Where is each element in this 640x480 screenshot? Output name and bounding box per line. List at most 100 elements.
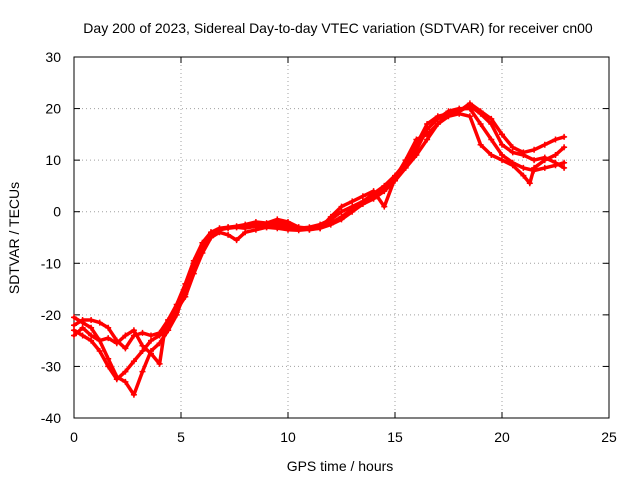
data-point	[349, 198, 356, 205]
data-point	[71, 322, 77, 329]
data-point	[531, 164, 538, 171]
data-point	[233, 224, 240, 231]
data-point	[225, 224, 232, 231]
data-point	[499, 152, 505, 158]
series-line	[72, 106, 566, 382]
x-tick-label: 25	[601, 429, 617, 445]
data-point	[139, 342, 146, 349]
data-point	[561, 144, 568, 151]
data-point	[561, 159, 568, 166]
data-point	[552, 152, 559, 158]
data-point	[88, 317, 95, 323]
data-point	[285, 226, 291, 233]
data-point	[71, 314, 77, 321]
data-point	[370, 188, 377, 195]
data-point	[122, 345, 129, 352]
data-series	[71, 100, 568, 398]
data-point	[216, 229, 223, 236]
data-point	[190, 270, 197, 277]
data-point	[233, 237, 240, 244]
data-point	[113, 340, 120, 347]
data-point	[88, 324, 95, 331]
data-point	[79, 317, 86, 323]
data-point	[359, 198, 366, 205]
y-tick-label: -20	[41, 307, 61, 323]
data-point	[130, 358, 137, 365]
data-point	[96, 337, 103, 344]
data-point	[520, 164, 527, 171]
data-point	[413, 152, 420, 158]
data-point	[445, 113, 452, 120]
data-point	[477, 108, 484, 115]
data-point	[148, 350, 154, 357]
data-point	[541, 141, 548, 148]
data-point	[285, 219, 291, 225]
data-point	[96, 319, 103, 326]
y-tick-label: 20	[45, 101, 61, 117]
data-point	[274, 225, 281, 232]
data-point	[402, 157, 409, 164]
data-point	[139, 329, 146, 336]
data-point	[413, 136, 420, 143]
data-point	[88, 337, 95, 344]
y-tick-label: -40	[41, 410, 61, 426]
data-point	[552, 159, 559, 166]
series-track-4	[71, 110, 568, 367]
data-point	[122, 378, 129, 385]
y-tick-label: 30	[45, 49, 61, 65]
data-point	[466, 113, 473, 120]
y-tick-label: -10	[41, 255, 61, 271]
data-point	[199, 239, 206, 246]
data-point	[71, 327, 77, 334]
chart-title: Day 200 of 2023, Sidereal Day-to-day VTE…	[83, 20, 593, 36]
data-point	[88, 332, 95, 339]
data-point	[456, 110, 463, 117]
data-point	[526, 180, 533, 187]
data-point	[160, 332, 167, 339]
data-point	[488, 115, 495, 122]
data-point	[165, 317, 172, 323]
series-track-1	[71, 105, 568, 383]
data-point	[71, 332, 77, 339]
data-point	[477, 121, 484, 127]
data-point	[520, 172, 527, 179]
data-point	[130, 327, 137, 334]
data-point	[208, 234, 214, 241]
data-point	[173, 311, 180, 318]
x-tick-labels: 0 5 10 15 20 25	[70, 429, 617, 445]
x-tick-label: 5	[177, 429, 185, 445]
data-point	[402, 164, 409, 171]
data-point	[392, 175, 398, 182]
data-point	[561, 133, 568, 140]
y-tick-label: 0	[53, 204, 61, 220]
y-tick-label: 10	[45, 152, 61, 168]
data-point	[105, 335, 112, 342]
gridlines	[74, 57, 609, 418]
data-point	[424, 121, 431, 127]
data-point	[105, 324, 112, 331]
data-point	[338, 203, 345, 210]
data-point	[274, 216, 281, 223]
data-point	[531, 146, 538, 153]
x-tick-label: 15	[387, 429, 403, 445]
data-point	[488, 152, 495, 158]
data-point	[79, 324, 86, 331]
data-point	[488, 136, 495, 143]
data-point	[509, 144, 516, 151]
data-point	[130, 391, 137, 398]
data-point	[552, 136, 559, 143]
data-point	[381, 182, 388, 189]
data-point	[156, 329, 163, 336]
data-point	[370, 195, 377, 202]
data-point	[263, 224, 270, 231]
data-point	[96, 348, 103, 354]
data-point	[327, 213, 334, 220]
data-point	[252, 226, 259, 233]
data-point	[424, 136, 431, 143]
plot-frame	[73, 56, 610, 419]
data-point	[509, 149, 516, 156]
data-point	[359, 193, 366, 200]
data-point	[499, 157, 505, 164]
data-point	[349, 203, 356, 210]
